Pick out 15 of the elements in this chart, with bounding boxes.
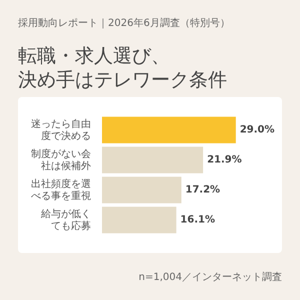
y-tick-label: 制度がない会社は候補外: [31, 148, 91, 172]
y-tick-label: 給与が低くても応募: [40, 208, 91, 232]
data-label: 21.9%: [207, 154, 242, 166]
bar: [102, 116, 236, 144]
chart-title: 転職・求人選び、決め手はテレワーク条件: [18, 44, 228, 92]
data-label: 17.2%: [185, 184, 220, 196]
chart-subtitle: 採用動向レポート｜2026年6月調査（特別号）: [18, 16, 230, 30]
data-label: 16.1%: [180, 214, 216, 226]
y-tick-label: 出社頻度を選べる事を重視: [31, 178, 91, 202]
text: n=1,004／インターネット調査: [138, 270, 282, 284]
bar: [102, 146, 204, 174]
bar: [102, 176, 182, 204]
data-label: 29.0%: [240, 124, 275, 136]
y-tick-label: 迷ったら自由度で決める: [31, 118, 91, 142]
bar: [102, 206, 176, 234]
